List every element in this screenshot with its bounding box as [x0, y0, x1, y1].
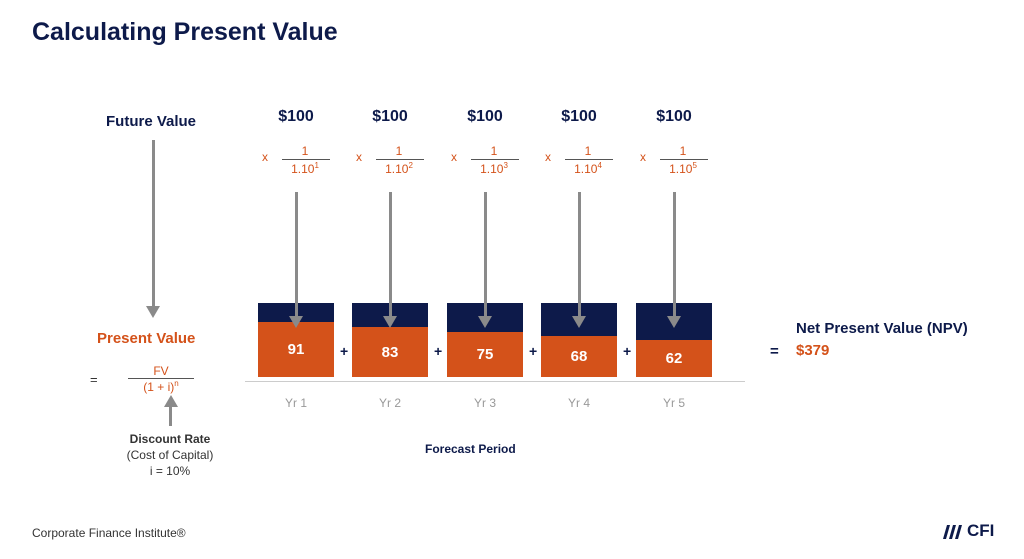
factor-denominator: 1.101 [280, 161, 330, 176]
arrow-head-icon [572, 316, 586, 328]
year-label: Yr 4 [567, 396, 590, 410]
pv-value: 62 [636, 340, 712, 377]
discount-arrow-icon [578, 192, 581, 316]
npv-label: Net Present Value (NPV) [796, 320, 968, 337]
logo-mark-icon [943, 525, 962, 539]
forecast-period-label: Forecast Period [425, 442, 516, 456]
pv-bar: 83 [352, 303, 428, 377]
factor-denominator: 1.102 [374, 161, 424, 176]
year-label: Yr 3 [473, 396, 496, 410]
plus-sign: + [434, 343, 443, 359]
npv-equals: = [770, 343, 779, 360]
future-value-label: Future Value [106, 113, 197, 130]
future-amount: $100 [372, 108, 408, 125]
up-arrow-icon [164, 395, 178, 407]
discount-subtitle: (Cost of Capital) [126, 448, 214, 462]
fraction-bar [376, 159, 424, 160]
arrow-head-icon [667, 316, 681, 328]
year-label: Yr 5 [662, 396, 685, 410]
discount-arrow-icon [484, 192, 487, 316]
footer-text: Corporate Finance Institute® [32, 526, 186, 540]
discount-arrow-icon [673, 192, 676, 316]
arrow-head-icon [478, 316, 492, 328]
factor-denominator: 1.105 [658, 161, 708, 176]
factor-base: 1.10 [480, 162, 504, 176]
discount-title: Discount Rate [129, 432, 211, 446]
factor-base: 1.10 [574, 162, 598, 176]
present-value-label: Present Value [97, 330, 196, 347]
discount-arrow-icon [389, 192, 392, 316]
multiply-sign: x [262, 150, 268, 164]
future-amount: $100 [656, 108, 692, 125]
formula-bar [128, 378, 194, 379]
fraction-bar [471, 159, 519, 160]
factor-exponent: 2 [408, 161, 413, 170]
factor-exponent: 1 [314, 161, 319, 170]
up-arrow-stem [169, 406, 172, 426]
year-label: Yr 1 [284, 396, 307, 410]
factor-exponent: 5 [692, 161, 697, 170]
fraction-bar [660, 159, 708, 160]
year-label: Yr 2 [378, 396, 401, 410]
factor-base: 1.10 [385, 162, 409, 176]
factor-numerator: 1 [679, 144, 687, 158]
arrow-head-icon [289, 316, 303, 328]
future-amount: $100 [561, 108, 597, 125]
plus-sign: + [340, 343, 349, 359]
factor-denominator: 1.104 [563, 161, 613, 176]
factor-numerator: 1 [301, 144, 309, 158]
arrow-head-icon [383, 316, 397, 328]
down-arrow-icon [152, 140, 155, 308]
factor-exponent: 3 [503, 161, 508, 170]
discount-arrow-icon [295, 192, 298, 316]
logo-text: CFI [967, 521, 995, 540]
multiply-sign: x [545, 150, 551, 164]
future-amount: $100 [467, 108, 503, 125]
factor-exponent: 4 [597, 161, 602, 170]
npv-value: $379 [796, 342, 830, 359]
future-amount: $100 [278, 108, 314, 125]
formula-numerator: FV [153, 364, 169, 378]
fraction-bar [282, 159, 330, 160]
baseline [245, 381, 745, 382]
formula-denominator: (1 + i)n [128, 379, 194, 394]
discount-rate-block: Discount Rate (Cost of Capital) i = 10% [100, 431, 240, 479]
multiply-sign: x [356, 150, 362, 164]
factor-base: 1.10 [669, 162, 693, 176]
discount-rate: i = 10% [149, 464, 191, 478]
page-title: Calculating Present Value [32, 18, 338, 46]
denominator-text: (1 + i) [143, 380, 175, 394]
factor-base: 1.10 [291, 162, 315, 176]
factor-denominator: 1.103 [469, 161, 519, 176]
cfi-logo: CFI [940, 521, 994, 541]
plus-sign: + [529, 343, 538, 359]
factor-numerator: 1 [395, 144, 403, 158]
plus-sign: + [623, 343, 632, 359]
arrow-head-icon [146, 306, 160, 318]
exponent: n [174, 379, 179, 388]
pv-value: 83 [352, 327, 428, 377]
multiply-sign: x [640, 150, 646, 164]
fraction-bar [565, 159, 613, 160]
pv-value: 91 [258, 322, 334, 377]
factor-numerator: 1 [584, 144, 592, 158]
pv-bar: 62 [636, 303, 712, 377]
multiply-sign: x [451, 150, 457, 164]
formula-equals: = [90, 372, 98, 387]
pv-value: 75 [447, 332, 523, 377]
factor-numerator: 1 [490, 144, 498, 158]
pv-value: 68 [541, 336, 617, 377]
